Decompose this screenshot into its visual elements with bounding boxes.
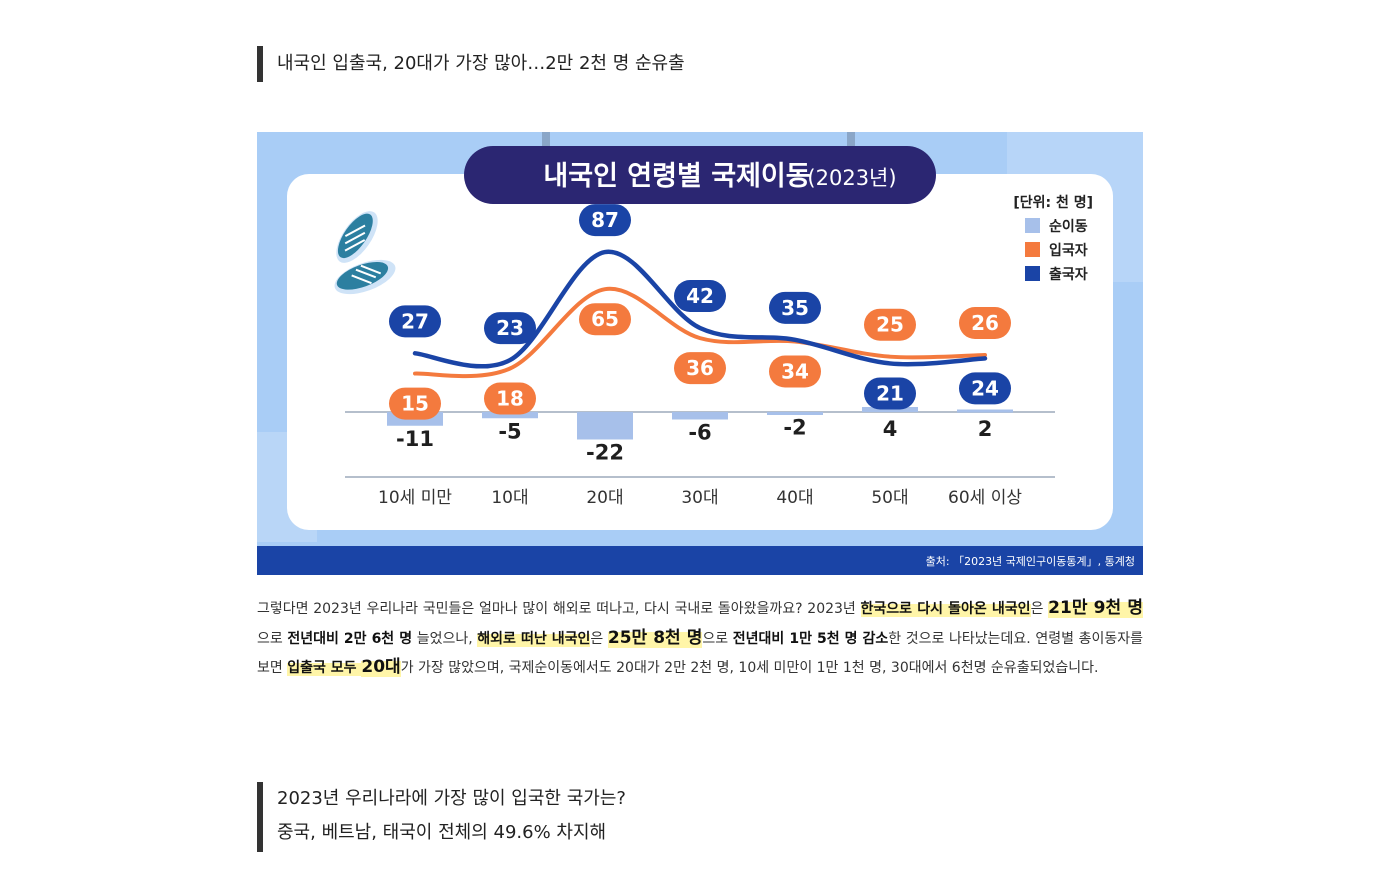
- x-axis-ticks: 10세 미만 10대 20대 30대 40대 50대 60세 이상: [378, 488, 1022, 508]
- inbound-label-4-pill: [769, 355, 821, 388]
- outbound-label-1-pill: [484, 312, 536, 345]
- paragraph-text: 늘었으나,: [412, 630, 478, 647]
- outbound-label-2-pill: [579, 204, 631, 237]
- inbound-label-3: 36: [686, 356, 714, 380]
- outbound-label-6: 24: [971, 376, 999, 400]
- sneakers-icon: [334, 211, 396, 295]
- chart-unit-label: [단위: 천 명]: [1013, 194, 1093, 211]
- section-heading-2: 2023년 우리나라에 가장 많이 입국한 국가는? 중국, 베트남, 태국이 …: [257, 782, 626, 852]
- migration-lines: [412, 249, 988, 379]
- outbound-label-5: 21: [876, 381, 904, 405]
- section-heading-2-line1: 2023년 우리나라에 가장 많이 입국한 국가는?: [277, 788, 626, 809]
- outbound-line: [412, 249, 988, 369]
- net-bar-3: [672, 412, 728, 420]
- outbound-label-3-pill: [674, 280, 726, 312]
- section-heading-1-text: 내국인 입출국, 20대가 가장 많아…2만 2천 명 순유출: [277, 53, 685, 74]
- section-heading-1: 내국인 입출국, 20대가 가장 많아…2만 2천 명 순유출: [257, 46, 685, 82]
- net-label-6: 2: [978, 417, 993, 441]
- paragraph-highlight-number: 25만 8천 명: [607, 627, 703, 648]
- inbound-label-6: 26: [971, 311, 999, 335]
- paragraph-highlight-number: 20대: [361, 657, 401, 677]
- net-bar-2: [577, 412, 633, 440]
- x-tick-label-3: 30대: [681, 488, 718, 508]
- legend-swatch-0: [1025, 218, 1040, 233]
- background-pole-left: [542, 132, 550, 152]
- x-tick-label-5: 50대: [871, 488, 908, 508]
- chart-source: 출처: 「2023년 국제인구이동통계」, 통계청: [926, 555, 1135, 568]
- net-label-2: -22: [586, 441, 624, 465]
- outbound-label-6-pill: [959, 372, 1011, 405]
- paragraph-text: 으로: [702, 630, 733, 647]
- x-tick-label-1: 10대: [491, 488, 528, 508]
- chart-panel: [287, 174, 1113, 530]
- infographic-footer: [257, 546, 1143, 575]
- outbound-label-0: 27: [401, 309, 429, 333]
- inbound-label-4: 34: [781, 360, 809, 384]
- legend-label-1: 입국자: [1049, 243, 1088, 259]
- background-pole-right: [847, 132, 855, 152]
- inbound-label-5-pill: [864, 308, 916, 341]
- inbound-label-0-pill: [389, 387, 441, 420]
- chart-title: 내국인 연령별 국제이동: [543, 161, 810, 192]
- title-pill: [464, 146, 936, 204]
- section-heading-2-line2: 중국, 베트남, 태국이 전체의 49.6% 차지해: [277, 822, 607, 843]
- inbound-label-1: 18: [496, 387, 524, 411]
- x-tick-label-4: 40대: [776, 488, 813, 508]
- net-label-0: -11: [396, 427, 434, 451]
- legend-label-2: 출국자: [1049, 266, 1088, 283]
- net-label-4: -2: [783, 416, 806, 440]
- chart-title-year: (2023년): [807, 166, 896, 190]
- paragraph-highlight: 해외로 떠난 내국인: [477, 630, 591, 647]
- outbound-label-5-pill: [864, 377, 916, 410]
- legend-swatch-2: [1025, 266, 1040, 281]
- paragraph-highlight-number: 21만 9천 명: [1048, 598, 1143, 618]
- outbound-label-4-pill: [769, 291, 821, 324]
- paragraph-text: 그렇다면 2023년 우리나라 국민들은 얼마나 많이 해외로 떠나고, 다시 …: [257, 601, 861, 617]
- inbound-label-2: 65: [591, 307, 619, 331]
- legend-swatch-1: [1025, 242, 1040, 257]
- outbound-label-4: 35: [781, 296, 809, 320]
- net-label-1: -5: [498, 419, 521, 443]
- inbound-line: [413, 286, 987, 379]
- inbound-label-1-pill: [484, 382, 536, 415]
- paragraph-text: 은: [1030, 601, 1049, 617]
- paragraph-text: 은: [590, 630, 608, 647]
- x-tick-label-6: 60세 이상: [948, 488, 1022, 508]
- data-labels: -11 -5-22-6 -2 4 227152318876542363534212524…: [389, 204, 1011, 465]
- paragraph-highlight: 한국으로 다시 돌아온 내국인: [860, 601, 1031, 617]
- x-tick-label-0: 10세 미만: [378, 488, 452, 508]
- inbound-label-0: 15: [401, 392, 429, 416]
- net-bar-1: [482, 412, 538, 419]
- x-tick-label-2: 20대: [586, 488, 623, 508]
- paragraph-bold: 전년대비 2만 6천 명: [287, 630, 413, 647]
- paragraph-text: 으로: [257, 630, 288, 647]
- net-bar-5: [862, 407, 918, 412]
- net-migration-bars: [387, 407, 1013, 440]
- infographic-svg: 내국인 연령별 국제이동 (2023년) [단위: 천 명] 순이동입국자출국자…: [257, 132, 1143, 575]
- paragraph-text: 가 가장 많았으며, 국제순이동에서도 20대가 2만 2천 명, 10세 미만…: [400, 660, 1099, 676]
- body-paragraph: 그렇다면 2023년 우리나라 국민들은 얼마나 많이 해외로 떠나고, 다시 …: [257, 594, 1143, 683]
- outbound-label-3: 42: [686, 284, 714, 308]
- inbound-label-3-pill: [674, 352, 726, 385]
- paragraph-text: 한 것으로 나타났는데요. 연령별 총이동자를 보면: [257, 630, 1143, 677]
- legend-label-0: 순이동: [1049, 218, 1088, 235]
- outbound-label-0-pill: [389, 305, 441, 338]
- inbound-label-2-pill: [579, 303, 631, 336]
- outbound-label-2: 87: [591, 208, 619, 232]
- paragraph-bold: 전년대비 1만 5천 명 감소: [732, 630, 889, 647]
- net-bar-4: [767, 412, 823, 415]
- net-label-3: -6: [688, 421, 711, 445]
- net-label-5: 4: [883, 417, 898, 441]
- net-bar-6: [957, 409, 1013, 413]
- inbound-label-5: 25: [876, 313, 904, 337]
- outbound-label-1: 23: [496, 316, 524, 340]
- inbound-label-6-pill: [959, 307, 1011, 339]
- paragraph-highlight: 입출국 모두: [287, 660, 362, 676]
